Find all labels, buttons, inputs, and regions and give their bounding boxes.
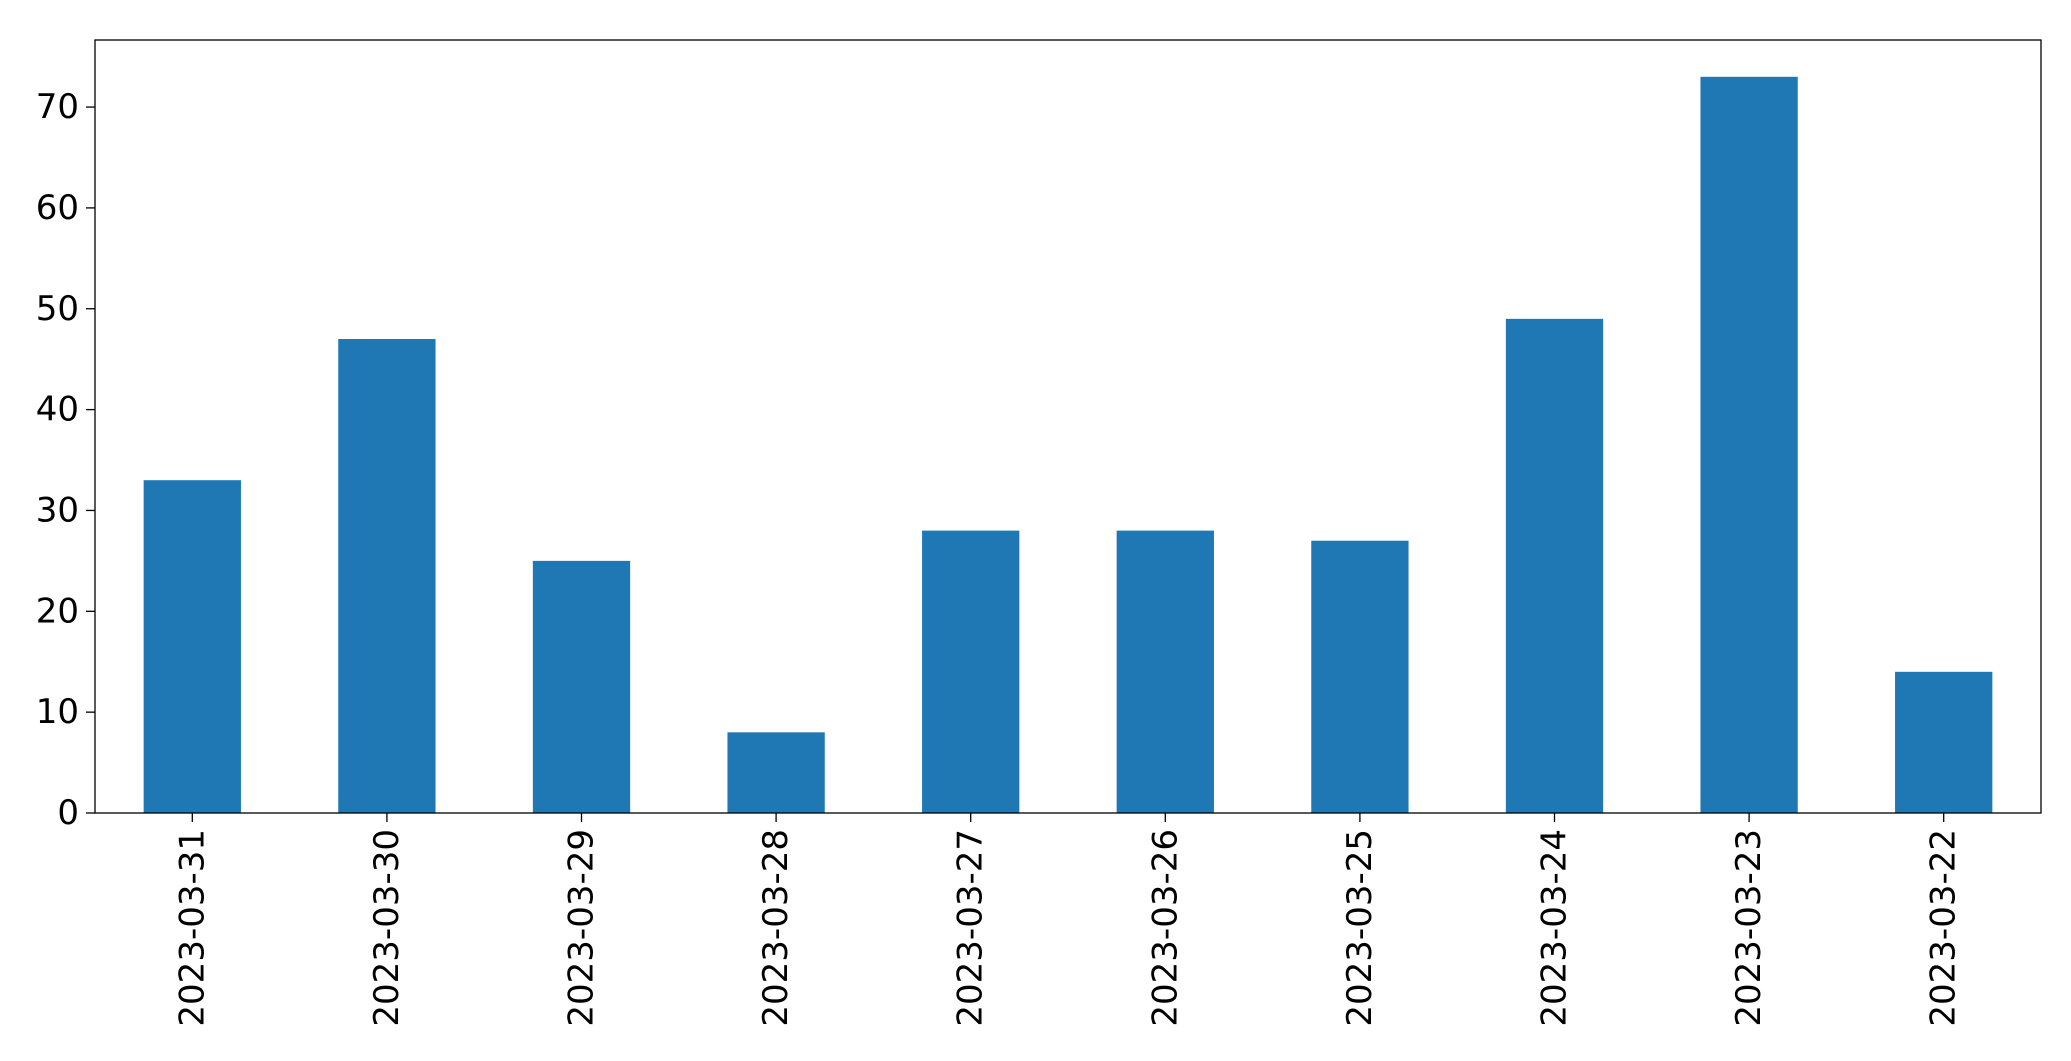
bar-2023-03-24 (1505, 318, 1604, 813)
bar-2023-03-26 (1116, 530, 1214, 813)
x-tick-label: 2023-03-31 (172, 829, 212, 1027)
y-tick-label: 60 (36, 188, 79, 228)
y-tick-label: 50 (36, 289, 79, 329)
x-axis: 2023-03-31 2023-03-30 2023-03-29 2023-03-28… (172, 813, 1964, 1027)
bar-2023-03-25 (1311, 540, 1409, 813)
y-tick-label: 0 (57, 793, 79, 833)
x-tick-label: 2023-03-25 (1340, 829, 1380, 1027)
x-tick-label: 2023-03-29 (562, 829, 602, 1027)
x-tick-label: 2023-03-27 (951, 829, 991, 1027)
x-tick-label: 2023-03-24 (1535, 829, 1575, 1027)
bar-2023-03-30 (338, 339, 436, 813)
y-tick-label: 30 (36, 490, 79, 530)
y-tick-label: 40 (36, 390, 79, 430)
y-tick-label: 10 (36, 692, 79, 732)
x-tick-label: 2023-03-30 (367, 829, 407, 1027)
y-axis: 0 10 20 30 40 50 60 70 (36, 87, 95, 833)
x-tick-label: 2023-03-23 (1729, 829, 1769, 1027)
bars-group (143, 76, 1993, 814)
bar-2023-03-27 (922, 530, 1020, 813)
x-tick-label: 2023-03-22 (1924, 829, 1964, 1027)
plot-frame (94, 39, 2042, 814)
bar-2023-03-22 (1895, 671, 1993, 813)
bar-2023-03-28 (727, 732, 825, 813)
x-tick-label: 2023-03-28 (756, 829, 796, 1027)
bar-2023-03-23 (1700, 76, 1798, 814)
bar-2023-03-29 (532, 560, 631, 813)
y-tick-label: 70 (36, 87, 79, 127)
x-tick-label: 2023-03-26 (1145, 829, 1185, 1027)
bar-2023-03-31 (143, 480, 241, 813)
y-tick-label: 20 (36, 591, 79, 631)
